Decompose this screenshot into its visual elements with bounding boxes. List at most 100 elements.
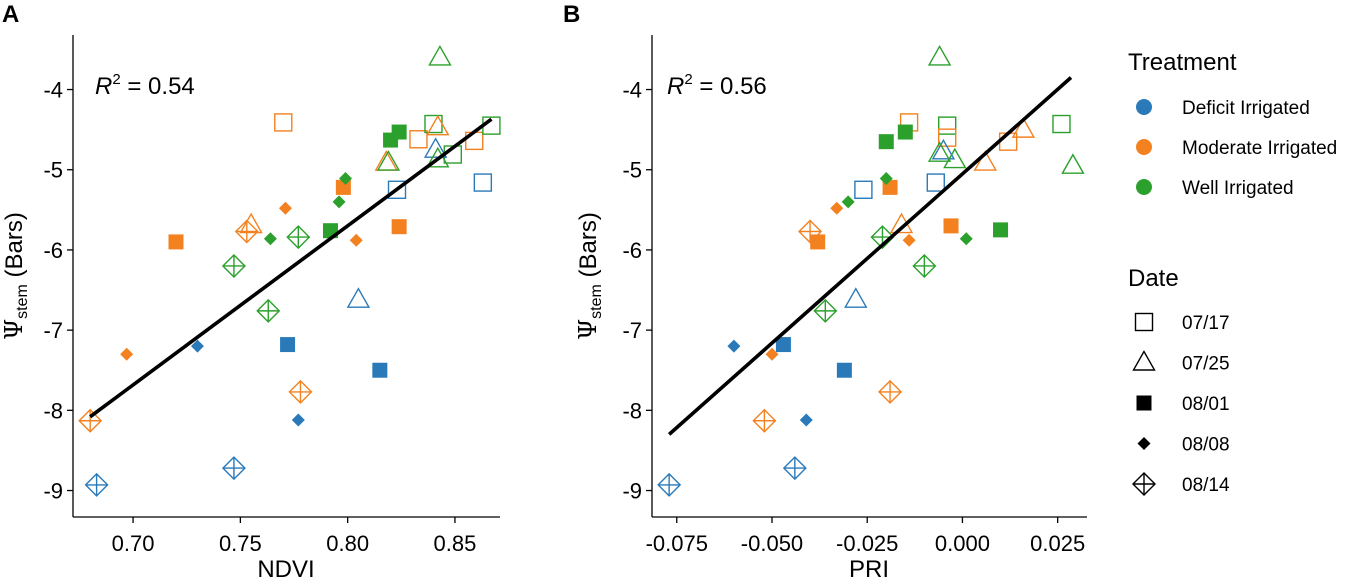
panel-a-y-ticks: -9 -8 -7 -6 -5 -4	[43, 78, 73, 504]
panel-b-point	[810, 234, 826, 250]
panel-b-x-tick-label: 0.025	[1030, 531, 1085, 556]
panel-b-x-tick-label: -0.025	[836, 531, 898, 556]
panel-a-point	[120, 347, 134, 361]
panel-b-point	[765, 347, 779, 361]
panel-b-y-tick-label: -8	[622, 398, 642, 423]
panel-b-point	[752, 408, 777, 433]
panel-a-point	[391, 219, 407, 235]
panel-b-point	[902, 233, 916, 247]
panel-a-point	[291, 413, 305, 427]
legend-label: 08/01	[1182, 394, 1230, 415]
panel-a-x-tick-label: 0.70	[112, 531, 155, 556]
panel-b: B -9 -8 -7 -6 -5 -4 -0.075 -0.050 -0.025 0.000 0.…	[563, 1, 1087, 583]
legend-label: 08/14	[1182, 475, 1230, 496]
panel-b-point	[938, 116, 957, 135]
panel-a-point	[473, 173, 493, 192]
panel-a-x-label: NDVI	[257, 556, 314, 583]
panel-a-point	[426, 114, 450, 136]
panel-b-point	[782, 456, 807, 481]
panel-b-point	[973, 150, 997, 171]
panel-b-x-label: PRI	[849, 556, 889, 583]
panel-a-point	[349, 233, 363, 247]
panel-a-point	[280, 337, 296, 353]
legend-label: Moderate Irrigated	[1182, 138, 1337, 159]
panel-a-point	[278, 201, 292, 215]
panel-a-x-ticks: 0.70 0.75 0.80 0.85	[112, 517, 477, 556]
legend-item-date: 07/25	[1132, 350, 1230, 375]
panel-a-point	[387, 180, 407, 199]
panel-a-y-tick-label: -6	[43, 238, 63, 263]
panel-a-y-label: Ψstem (Bars)	[0, 212, 31, 340]
legend-swatch	[1136, 139, 1152, 155]
panel-b-y-label: Ψstem (Bars)	[574, 212, 605, 340]
panel-a-point	[256, 298, 281, 323]
panel-a-point	[84, 472, 109, 497]
panel-b-r2-annotation: R2 = 0.56	[667, 71, 767, 100]
legend-treatment-entries: Deficit Irrigated Moderate Irrigated Well …	[1136, 98, 1337, 199]
panel-a-r2-annotation: R2 = 0.54	[95, 71, 195, 100]
panel-a-point	[263, 232, 277, 246]
panel-b-point	[854, 180, 873, 199]
panel-a-y-tick-label: -7	[43, 318, 63, 343]
panel-a-point	[221, 456, 246, 481]
legend: Treatment Deficit Irrigated Moderate Irri…	[1128, 49, 1337, 496]
legend-item-date: 08/01	[1136, 394, 1230, 415]
panel-a-y-tick-label: -4	[43, 78, 63, 103]
panel-b-point	[878, 379, 903, 404]
panel-b-point	[1052, 114, 1071, 134]
panel-b-y-tick-label: -6	[622, 238, 642, 263]
panel-b-point	[844, 287, 868, 308]
panel-a-point	[423, 137, 448, 158]
panel-b-x-ticks: -0.075 -0.050 -0.025 0.000 0.025	[646, 517, 1085, 556]
legend-shape	[1136, 395, 1152, 411]
legend-shape	[1132, 350, 1156, 371]
panel-b-point	[727, 339, 741, 353]
panel-b-point	[878, 134, 894, 150]
legend-date-entries: 07/17 07/25 08/01 08/08 08/14	[1132, 312, 1230, 496]
panel-b-point	[931, 138, 956, 160]
panel-b-point	[993, 222, 1009, 238]
panel-b-point	[841, 195, 855, 209]
panel-b-x-tick-label: 0.000	[935, 531, 990, 556]
panel-b-point	[879, 172, 893, 186]
panel-b-point	[657, 472, 682, 497]
panel-b-point	[912, 253, 937, 278]
panel-b-y-tick-label: -9	[622, 479, 642, 504]
legend-item-deficit-irrigated: Deficit Irrigated	[1136, 98, 1310, 119]
panel-a-y-tick-label: -5	[43, 158, 63, 183]
panel-b-point	[927, 45, 952, 66]
panel-b-y-tick-label: -5	[622, 158, 642, 183]
panel-a-label: A	[2, 1, 19, 28]
panel-a-point	[372, 362, 388, 378]
panel-a-points	[78, 45, 501, 497]
panel-a-point	[335, 179, 351, 195]
panel-a-x-tick-label: 0.80	[326, 531, 369, 556]
panel-b-points	[657, 45, 1085, 497]
panel-b-point	[813, 298, 838, 323]
legend-label: Well Irrigated	[1182, 178, 1294, 199]
legend-label: 07/25	[1182, 354, 1230, 375]
panel-a-x-tick-label: 0.85	[434, 531, 477, 556]
panel-b-label: B	[563, 1, 580, 28]
legend-item-date: 08/14	[1132, 472, 1230, 496]
panel-a-fit-line	[89, 117, 493, 419]
panel-b-point	[897, 124, 913, 140]
panel-b-fit-line	[667, 76, 1073, 436]
panel-b-point	[1011, 117, 1036, 138]
panel-a-y-tick-label: -9	[43, 479, 63, 504]
legend-swatch	[1136, 179, 1152, 195]
panel-b-point	[926, 173, 945, 192]
legend-date-title: Date	[1128, 265, 1179, 292]
panel-b-point	[830, 201, 844, 215]
panel-a-point	[391, 124, 407, 140]
panel-b-x-tick-label: -0.050	[741, 531, 803, 556]
panel-a-point	[409, 130, 428, 149]
panel-a-point	[234, 219, 259, 244]
panel-b-point	[943, 147, 967, 169]
legend-label: 07/17	[1182, 313, 1230, 334]
panel-a-point	[332, 195, 346, 209]
panel-a-point	[274, 113, 293, 132]
panel-b-point	[959, 232, 973, 246]
panel-a-point	[428, 45, 452, 66]
